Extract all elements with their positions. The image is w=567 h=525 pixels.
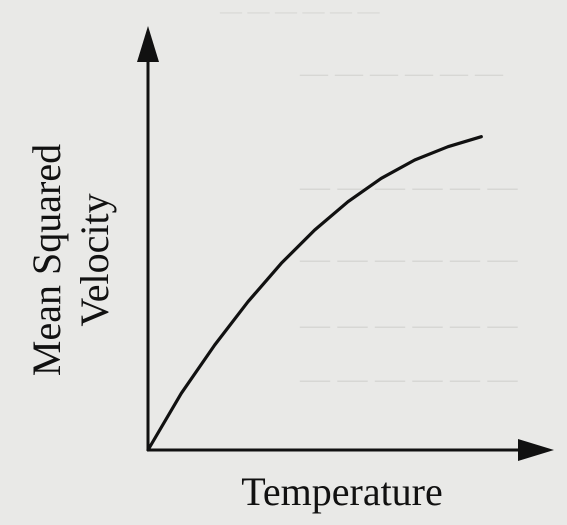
x-axis-arrowhead [518, 439, 554, 461]
y-axis-label-line: Mean Squared [24, 144, 69, 376]
y-axis-label-line: Velocity [72, 193, 117, 326]
svg-text:— — — — — —: — — — — — — [299, 58, 504, 89]
x-axis-label: Temperature [241, 469, 443, 514]
svg-text:— — — — — —: — — — — — — [299, 242, 519, 275]
series-line-0 [146, 135, 483, 452]
svg-text:— — — — — —: — — — — — — [299, 362, 519, 395]
svg-text:— — — — — —: — — — — — — [299, 308, 519, 341]
y-axis-arrowhead [137, 26, 159, 62]
svg-text:— — — — — —: — — — — — — [219, 0, 381, 23]
svg-text:— — — — — —: — — — — — — [299, 170, 519, 203]
y-axis-label: Mean SquaredVelocity [24, 144, 117, 376]
